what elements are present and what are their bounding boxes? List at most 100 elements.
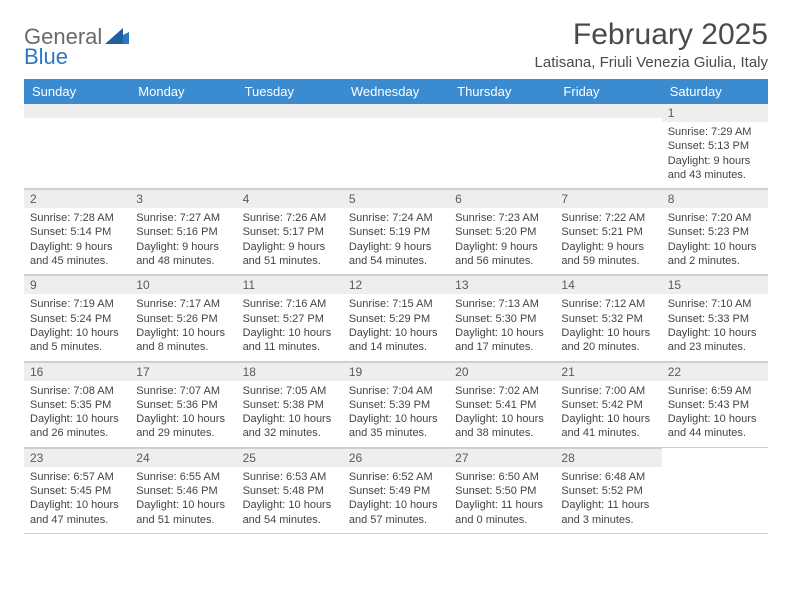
day-number: 16 [24,362,130,381]
sunrise-text: Sunrise: 6:52 AM [349,470,443,484]
day-number: 15 [662,275,768,294]
sunset-text: Sunset: 5:20 PM [455,225,549,239]
daylight-text: Daylight: 9 hours and 54 minutes. [349,240,443,269]
sunrise-text: Sunrise: 7:23 AM [455,211,549,225]
day-cell [24,104,130,188]
sunset-text: Sunset: 5:27 PM [243,312,337,326]
day-number: 27 [449,448,555,467]
day-cell: 23Sunrise: 6:57 AMSunset: 5:45 PMDayligh… [24,448,130,533]
day-number: 21 [555,362,661,381]
daylight-text: Daylight: 10 hours and 57 minutes. [349,498,443,527]
sunset-text: Sunset: 5:33 PM [668,312,762,326]
day-details: Sunrise: 7:00 AMSunset: 5:42 PMDaylight:… [555,381,661,447]
sunset-text: Sunset: 5:45 PM [30,484,124,498]
day-number [24,104,130,118]
daylight-text: Daylight: 9 hours and 51 minutes. [243,240,337,269]
sunset-text: Sunset: 5:26 PM [136,312,230,326]
day-details: Sunrise: 7:26 AMSunset: 5:17 PMDaylight:… [237,208,343,274]
day-number: 9 [24,275,130,294]
day-number: 14 [555,275,661,294]
day-number: 12 [343,275,449,294]
sunrise-text: Sunrise: 7:05 AM [243,384,337,398]
daylight-text: Daylight: 10 hours and 35 minutes. [349,412,443,441]
sunrise-text: Sunrise: 7:26 AM [243,211,337,225]
daylight-text: Daylight: 10 hours and 51 minutes. [136,498,230,527]
sunset-text: Sunset: 5:29 PM [349,312,443,326]
sunrise-text: Sunrise: 7:08 AM [30,384,124,398]
day-number: 25 [237,448,343,467]
sunrise-text: Sunrise: 7:07 AM [136,384,230,398]
sunrise-text: Sunrise: 7:02 AM [455,384,549,398]
day-details: Sunrise: 7:28 AMSunset: 5:14 PMDaylight:… [24,208,130,274]
week-row: 16Sunrise: 7:08 AMSunset: 5:35 PMDayligh… [24,362,768,448]
day-cell [449,104,555,188]
sunset-text: Sunset: 5:41 PM [455,398,549,412]
day-details: Sunrise: 7:22 AMSunset: 5:21 PMDaylight:… [555,208,661,274]
day-header: Monday [130,79,236,104]
daylight-text: Daylight: 10 hours and 47 minutes. [30,498,124,527]
day-number [130,104,236,118]
week-row: 1Sunrise: 7:29 AMSunset: 5:13 PMDaylight… [24,104,768,189]
sunset-text: Sunset: 5:38 PM [243,398,337,412]
daylight-text: Daylight: 11 hours and 0 minutes. [455,498,549,527]
day-header: Tuesday [237,79,343,104]
daylight-text: Daylight: 10 hours and 17 minutes. [455,326,549,355]
day-number: 19 [343,362,449,381]
day-cell: 21Sunrise: 7:00 AMSunset: 5:42 PMDayligh… [555,362,661,447]
day-details: Sunrise: 7:19 AMSunset: 5:24 PMDaylight:… [24,294,130,360]
day-details: Sunrise: 7:07 AMSunset: 5:36 PMDaylight:… [130,381,236,447]
sunrise-text: Sunrise: 7:27 AM [136,211,230,225]
title-block: February 2025 Latisana, Friuli Venezia G… [535,18,768,71]
day-details: Sunrise: 7:02 AMSunset: 5:41 PMDaylight:… [449,381,555,447]
sunset-text: Sunset: 5:46 PM [136,484,230,498]
day-details: Sunrise: 7:04 AMSunset: 5:39 PMDaylight:… [343,381,449,447]
daylight-text: Daylight: 9 hours and 43 minutes. [668,154,762,183]
day-details: Sunrise: 7:20 AMSunset: 5:23 PMDaylight:… [662,208,768,274]
day-cell: 8Sunrise: 7:20 AMSunset: 5:23 PMDaylight… [662,189,768,274]
sunset-text: Sunset: 5:43 PM [668,398,762,412]
day-cell [237,104,343,188]
day-number: 4 [237,189,343,208]
week-row: 2Sunrise: 7:28 AMSunset: 5:14 PMDaylight… [24,189,768,275]
daylight-text: Daylight: 9 hours and 59 minutes. [561,240,655,269]
day-details: Sunrise: 7:05 AMSunset: 5:38 PMDaylight:… [237,381,343,447]
day-cell [343,104,449,188]
day-number: 1 [662,104,768,122]
day-details: Sunrise: 7:17 AMSunset: 5:26 PMDaylight:… [130,294,236,360]
sunrise-text: Sunrise: 7:16 AM [243,297,337,311]
sunrise-text: Sunrise: 6:55 AM [136,470,230,484]
day-number: 3 [130,189,236,208]
week-row: 9Sunrise: 7:19 AMSunset: 5:24 PMDaylight… [24,275,768,361]
sunrise-text: Sunrise: 7:12 AM [561,297,655,311]
sunset-text: Sunset: 5:48 PM [243,484,337,498]
day-number: 8 [662,189,768,208]
day-cell: 13Sunrise: 7:13 AMSunset: 5:30 PMDayligh… [449,275,555,360]
day-cell: 11Sunrise: 7:16 AMSunset: 5:27 PMDayligh… [237,275,343,360]
sunrise-text: Sunrise: 7:20 AM [668,211,762,225]
sunrise-text: Sunrise: 7:17 AM [136,297,230,311]
location-text: Latisana, Friuli Venezia Giulia, Italy [535,54,768,71]
sunrise-text: Sunrise: 7:15 AM [349,297,443,311]
day-details: Sunrise: 7:13 AMSunset: 5:30 PMDaylight:… [449,294,555,360]
day-cell: 28Sunrise: 6:48 AMSunset: 5:52 PMDayligh… [555,448,661,533]
daylight-text: Daylight: 10 hours and 32 minutes. [243,412,337,441]
sunrise-text: Sunrise: 7:04 AM [349,384,443,398]
sunrise-text: Sunrise: 7:19 AM [30,297,124,311]
day-number: 23 [24,448,130,467]
day-details: Sunrise: 6:53 AMSunset: 5:48 PMDaylight:… [237,467,343,533]
day-number: 26 [343,448,449,467]
day-details: Sunrise: 7:10 AMSunset: 5:33 PMDaylight:… [662,294,768,360]
day-details: Sunrise: 7:15 AMSunset: 5:29 PMDaylight:… [343,294,449,360]
daylight-text: Daylight: 10 hours and 8 minutes. [136,326,230,355]
day-number: 2 [24,189,130,208]
day-details: Sunrise: 6:48 AMSunset: 5:52 PMDaylight:… [555,467,661,533]
sunrise-text: Sunrise: 7:24 AM [349,211,443,225]
day-details: Sunrise: 6:57 AMSunset: 5:45 PMDaylight:… [24,467,130,533]
sunset-text: Sunset: 5:49 PM [349,484,443,498]
day-number: 17 [130,362,236,381]
daylight-text: Daylight: 9 hours and 45 minutes. [30,240,124,269]
brand-mark-icon [105,26,129,49]
day-details: Sunrise: 7:16 AMSunset: 5:27 PMDaylight:… [237,294,343,360]
day-cell: 16Sunrise: 7:08 AMSunset: 5:35 PMDayligh… [24,362,130,447]
daylight-text: Daylight: 10 hours and 11 minutes. [243,326,337,355]
